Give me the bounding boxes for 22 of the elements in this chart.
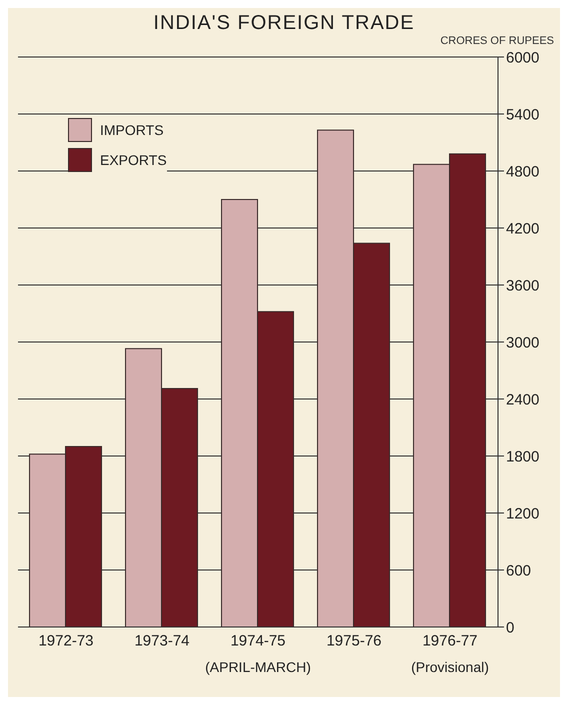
y-tick-label: 3000 [506, 334, 540, 352]
y-tick-label: 6000 [506, 49, 540, 66]
y-axis-title: CRORES OF RUPEES [439, 35, 555, 47]
y-tick-label: 3600 [506, 277, 540, 294]
legend-label: EXPORTS [100, 152, 167, 168]
y-tick-label: 4800 [506, 163, 540, 180]
x-tick-label: 1976-77 [422, 632, 478, 650]
y-tick-label: 600 [506, 562, 532, 580]
y-tick-label: 1200 [506, 505, 540, 522]
y-tick-label: 4200 [506, 220, 540, 238]
text: (APRIL-MARCH) [204, 659, 312, 675]
chart-title: INDIA'S FOREIGN TRADE [152, 11, 416, 35]
text: (Provisional) [410, 659, 490, 675]
y-tick-label: 0 [506, 619, 514, 636]
x-tick-label: 1972-73 [38, 632, 94, 650]
y-tick-label: 2400 [506, 391, 540, 408]
x-tick-label: 1974-75 [230, 632, 286, 650]
y-tick-label: 1800 [506, 448, 540, 466]
legend-label: IMPORTS [100, 122, 164, 138]
y-tick-label: 5400 [506, 106, 540, 124]
x-tick-label: 1973-74 [134, 632, 190, 650]
x-tick-label: 1975-76 [326, 632, 382, 650]
